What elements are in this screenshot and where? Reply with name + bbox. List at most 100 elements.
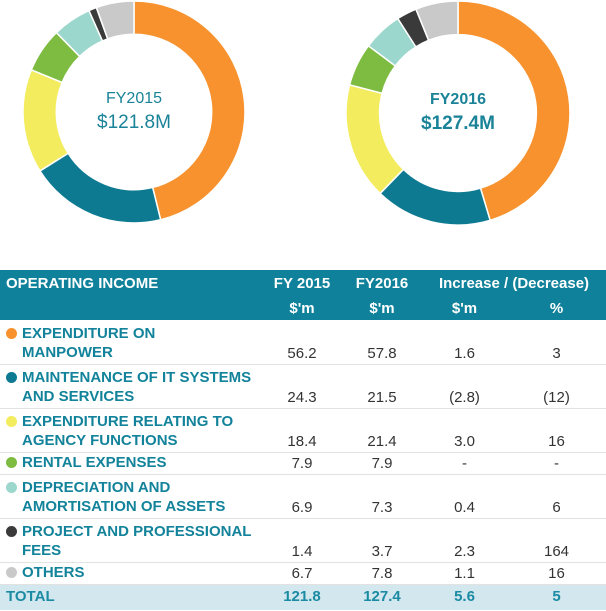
donut-title: FY2015 xyxy=(105,90,163,107)
table-row: RENTAL EXPENSES 7.9 7.9- - xyxy=(0,452,606,475)
table-header-row: OPERATING INCOME FY 2015 FY2016 Increase… xyxy=(0,270,606,296)
total-change: 5.6 xyxy=(422,584,507,610)
row-pct: 16 xyxy=(507,562,606,585)
header-operating-income: OPERATING INCOME xyxy=(0,270,262,296)
table-row: EXPENDITURE RELATING TO AGENCY FUNCTIONS 1… xyxy=(0,408,606,453)
total-fy2015: 121.8 xyxy=(262,584,342,610)
row-label: OTHERS xyxy=(22,563,85,582)
row-fy2016: 3.7 xyxy=(342,518,422,563)
row-change: (2.8) xyxy=(422,364,507,409)
row-fy2015: 6.9 xyxy=(262,474,342,519)
row-label: RENTAL EXPENSES xyxy=(22,453,166,472)
row-label: MAINTENANCE OF IT SYSTEMS AND SERVICES xyxy=(22,368,251,406)
donut-slice xyxy=(95,0,135,40)
donut-chart-fy2015: FY2015 $121.8M xyxy=(22,0,246,224)
subheader-change-unit: $'m xyxy=(422,296,507,320)
row-pct: 164 xyxy=(507,518,606,563)
legend-dot xyxy=(6,415,17,427)
row-category: RENTAL EXPENSES xyxy=(0,452,262,475)
row-label-line: AND SERVICES xyxy=(22,387,135,405)
row-pct: 3 xyxy=(507,320,606,365)
donut-svg-fy2015 xyxy=(22,0,246,224)
row-label: EXPENDITURE ON MANPOWER xyxy=(22,324,155,362)
donut-svg-fy2016 xyxy=(345,0,571,226)
row-fy2015: 24.3 xyxy=(262,364,342,409)
row-fy2015: 6.7 xyxy=(262,562,342,585)
row-fy2016: 57.8 xyxy=(342,320,422,365)
table-total-row: TOTAL 121.8 127.4 5.6 5 xyxy=(0,584,606,610)
table-row: MAINTENANCE OF IT SYSTEMS AND SERVICES 24.… xyxy=(0,364,606,409)
donut-slice xyxy=(133,0,246,221)
row-change: 1.1 xyxy=(422,562,507,585)
row-category: EXPENDITURE ON MANPOWER xyxy=(0,320,262,365)
row-fy2016: 21.5 xyxy=(342,364,422,409)
table-row: OTHERS 6.7 7.8 1.1 16 xyxy=(0,562,606,585)
subheader-blank xyxy=(0,296,262,320)
donut-slice xyxy=(414,0,459,42)
row-pct: (12) xyxy=(507,364,606,409)
row-label: EXPENDITURE RELATING TO AGENCY FUNCTIONS xyxy=(22,412,233,450)
row-fy2016: 7.3 xyxy=(342,474,422,519)
total-pct: 5 xyxy=(507,584,606,610)
header-fy2016: FY2016 xyxy=(342,270,422,296)
subheader-fy2015-unit: $'m xyxy=(262,296,342,320)
row-label-line: EXPENDITURE ON xyxy=(22,324,156,342)
row-label-line: MAINTENANCE OF IT SYSTEMS xyxy=(22,368,252,386)
header-increase-decrease: Increase / (Decrease) xyxy=(422,270,606,296)
row-label-line: AGENCY FUNCTIONS xyxy=(22,431,178,449)
table-subheader-row: $'m $'m $'m % xyxy=(0,296,606,320)
subheader-fy2016-unit: $'m xyxy=(342,296,422,320)
total-fy2016: 127.4 xyxy=(342,584,422,610)
row-label-line: EXPENDITURE RELATING TO xyxy=(22,412,234,430)
row-change: 2.3 xyxy=(422,518,507,563)
row-fy2015: 1.4 xyxy=(262,518,342,563)
row-fy2015: 18.4 xyxy=(262,408,342,453)
donut-total: $121.8M xyxy=(97,112,171,133)
row-fy2015: 7.9 xyxy=(262,452,342,475)
row-change: - xyxy=(422,452,507,475)
row-pct: - xyxy=(507,452,606,475)
row-change: 1.6 xyxy=(422,320,507,365)
legend-dot xyxy=(6,327,17,339)
row-category: PROJECT AND PROFESSIONAL FEES xyxy=(0,518,262,563)
row-label-line: MANPOWER xyxy=(22,343,113,361)
row-category: EXPENDITURE RELATING TO AGENCY FUNCTIONS xyxy=(0,408,262,453)
donut-slice xyxy=(379,168,492,226)
donut-chart-fy2016: FY2016 $127.4M xyxy=(345,0,571,226)
row-category: MAINTENANCE OF IT SYSTEMS AND SERVICES xyxy=(0,364,262,409)
row-label-line: DEPRECIATION AND xyxy=(22,478,171,496)
donut-title: FY2016 xyxy=(429,91,487,108)
row-category: OTHERS xyxy=(0,562,262,585)
legend-dot xyxy=(6,371,17,383)
row-label-line: RENTAL EXPENSES xyxy=(22,453,167,471)
table-row: PROJECT AND PROFESSIONAL FEES 1.4 3.7 2.3 164 xyxy=(0,518,606,563)
row-label: PROJECT AND PROFESSIONAL FEES xyxy=(22,522,251,560)
row-label-line: OTHERS xyxy=(22,563,85,581)
row-label-line: PROJECT AND PROFESSIONAL xyxy=(22,522,252,540)
row-fy2015: 56.2 xyxy=(262,320,342,365)
total-label: TOTAL xyxy=(0,584,262,610)
row-pct: 6 xyxy=(507,474,606,519)
subheader-percent-unit: % xyxy=(507,296,606,320)
row-change: 0.4 xyxy=(422,474,507,519)
row-change: 3.0 xyxy=(422,408,507,453)
row-label-line: AMORTISATION OF ASSETS xyxy=(22,497,226,515)
donut-total: $127.4M xyxy=(421,113,495,134)
table-row: DEPRECIATION AND AMORTISATION OF ASSETS 6.… xyxy=(0,474,606,519)
legend-dot xyxy=(6,525,17,537)
row-fy2016: 7.9 xyxy=(342,452,422,475)
row-label: DEPRECIATION AND AMORTISATION OF ASSETS xyxy=(22,478,225,516)
table-row: EXPENDITURE ON MANPOWER 56.2 57.8 1.6 3 xyxy=(0,320,606,365)
legend-dot xyxy=(6,481,17,493)
donut-slice xyxy=(38,152,162,224)
legend-dot xyxy=(6,566,17,578)
row-pct: 16 xyxy=(507,408,606,453)
donut-slice xyxy=(457,0,571,222)
header-fy2015: FY 2015 xyxy=(262,270,342,296)
operating-income-table: OPERATING INCOME FY 2015 FY2016 Increase… xyxy=(0,270,606,610)
row-label-line: FEES xyxy=(22,541,62,559)
legend-dot xyxy=(6,456,17,468)
row-fy2016: 7.8 xyxy=(342,562,422,585)
row-category: DEPRECIATION AND AMORTISATION OF ASSETS xyxy=(0,474,262,519)
row-fy2016: 21.4 xyxy=(342,408,422,453)
